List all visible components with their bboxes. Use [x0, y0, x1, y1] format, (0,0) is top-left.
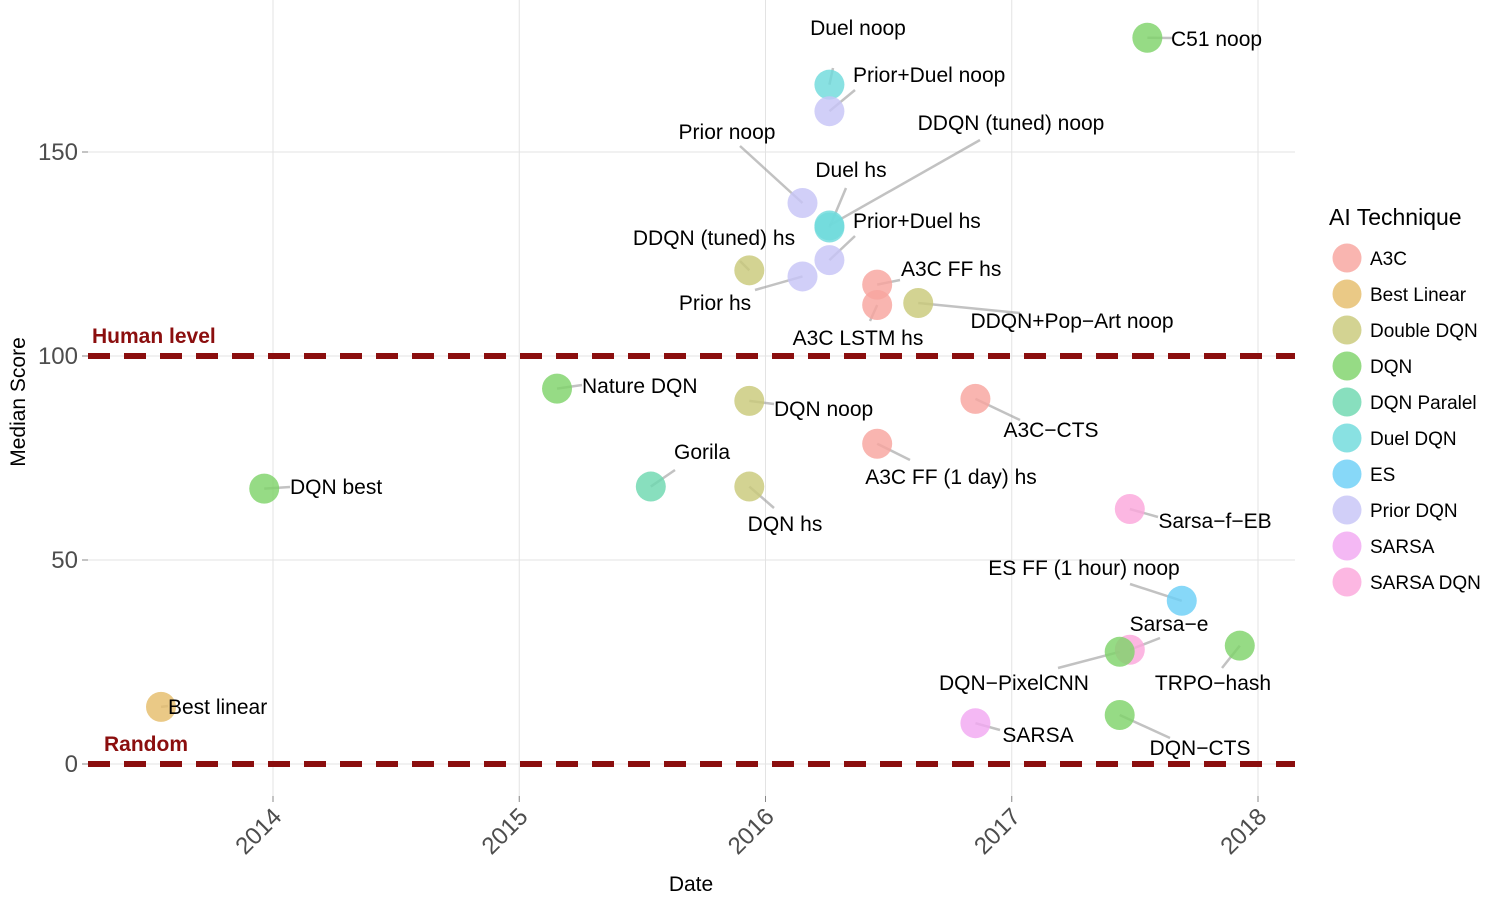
legend-label: ES — [1370, 465, 1395, 486]
data-point — [249, 473, 280, 504]
point-label: DQN best — [290, 476, 382, 499]
data-point — [903, 287, 934, 318]
legend-label: SARSA DQN — [1370, 573, 1481, 594]
legend-key — [1332, 387, 1362, 417]
data-point — [734, 471, 765, 502]
data-point — [814, 245, 845, 276]
reference-lines: Human level Random — [88, 325, 1295, 767]
legend-label: A3C — [1370, 249, 1407, 270]
point-label: ES FF (1 hour) noop — [988, 557, 1179, 580]
legend-key — [1332, 243, 1362, 273]
point-label: DDQN+Pop−Art noop — [970, 310, 1173, 333]
data-point — [734, 255, 765, 286]
legend-label: Prior DQN — [1370, 501, 1458, 522]
y-tick-label: 150 — [38, 139, 78, 166]
legend-items: A3C Best Linear Double DQN DQN DQN Paralel Du… — [1332, 243, 1481, 597]
legend-label: Best Linear — [1370, 285, 1467, 306]
data-point — [1104, 636, 1135, 667]
data-point — [814, 69, 845, 100]
point-label: A3C LSTM hs — [793, 327, 924, 350]
point-label: A3C FF hs — [901, 258, 1001, 281]
point-label: TRPO−hash — [1155, 672, 1271, 695]
data-point — [960, 708, 991, 739]
point-label: Duel noop — [810, 17, 906, 40]
data-point — [814, 96, 845, 127]
point-label: Nature DQN — [582, 375, 698, 398]
x-tick-label: 2014 — [230, 803, 287, 860]
point-label: SARSA — [1002, 724, 1073, 747]
label-leader-line — [918, 301, 1021, 315]
legend-key — [1332, 531, 1362, 561]
legend-key — [1332, 567, 1362, 597]
data-point — [1132, 22, 1163, 53]
data-point — [1224, 630, 1255, 661]
legend-key — [1332, 459, 1362, 489]
data-point — [862, 290, 893, 320]
data-point — [1114, 494, 1145, 524]
point-label: A3C FF (1 day) hs — [865, 466, 1037, 489]
y-tick-label: 100 — [38, 343, 78, 370]
point-label: C51 noop — [1171, 28, 1262, 51]
point-label: DQN−PixelCNN — [939, 672, 1089, 695]
point-label: Prior+Duel hs — [853, 210, 981, 233]
point-label: Gorila — [674, 441, 730, 464]
point-label: DQN−CTS — [1150, 737, 1251, 760]
legend-label: Duel DQN — [1370, 429, 1457, 450]
data-point — [146, 691, 177, 722]
point-label: DQN noop — [774, 398, 873, 421]
legend-title: AI Technique — [1329, 204, 1462, 230]
data-point — [542, 373, 573, 404]
data-point — [960, 383, 991, 414]
point-label: Prior hs — [679, 292, 751, 315]
point-label: A3C−CTS — [1003, 419, 1098, 442]
reference-line-label: Human level — [92, 325, 216, 348]
legend-label: DQN — [1370, 357, 1412, 378]
y-tick-label: 50 — [51, 547, 78, 574]
x-tick-label: 2015 — [477, 803, 534, 860]
point-label: DQN hs — [748, 513, 823, 536]
point-labels: Best linear DQN best Nature DQN Gorila DQN n… — [168, 17, 1272, 760]
data-point — [814, 212, 845, 243]
data-point — [734, 385, 765, 416]
point-label: DDQN (tuned) noop — [918, 112, 1105, 135]
y-tick-label: 0 — [65, 751, 78, 778]
x-axis-title: Date — [669, 873, 713, 896]
data-point — [787, 188, 818, 218]
x-axis-ticks: 2014 2015 2016 2017 2018 — [230, 796, 1272, 860]
point-label: Duel hs — [815, 159, 886, 182]
label-leader-line — [828, 138, 981, 227]
gridlines — [88, 0, 1295, 800]
legend-key — [1332, 495, 1362, 525]
legend-label: SARSA — [1370, 537, 1435, 558]
x-tick-label: 2016 — [723, 803, 780, 860]
point-label: Prior noop — [679, 121, 776, 144]
legend-key — [1332, 315, 1362, 345]
x-tick-label: 2017 — [969, 803, 1026, 860]
reference-line-label: Random — [104, 733, 188, 756]
data-point — [1166, 585, 1197, 616]
data-point — [1104, 700, 1135, 731]
x-tick-label: 2018 — [1215, 803, 1272, 860]
legend-key — [1332, 351, 1362, 381]
legend-key — [1332, 423, 1362, 453]
legend-key — [1332, 279, 1362, 309]
point-label: Sarsa−f−EB — [1158, 510, 1271, 533]
point-label: Best linear — [168, 696, 267, 719]
legend-label: DQN Paralel — [1370, 393, 1477, 414]
point-label: Sarsa−e — [1130, 613, 1209, 636]
y-axis-title: Median Score — [7, 337, 30, 467]
data-point — [862, 428, 893, 459]
legend: AI Technique A3C Best Linear Double DQN DQN… — [1329, 204, 1481, 597]
data-point — [787, 261, 818, 292]
legend-label: Double DQN — [1370, 321, 1478, 342]
data-point — [635, 471, 666, 502]
data-points — [146, 22, 1255, 739]
y-axis-ticks: 0 50 100 150 — [38, 139, 88, 778]
point-label: Prior+Duel noop — [853, 64, 1005, 87]
point-label: DDQN (tuned) hs — [633, 227, 795, 250]
